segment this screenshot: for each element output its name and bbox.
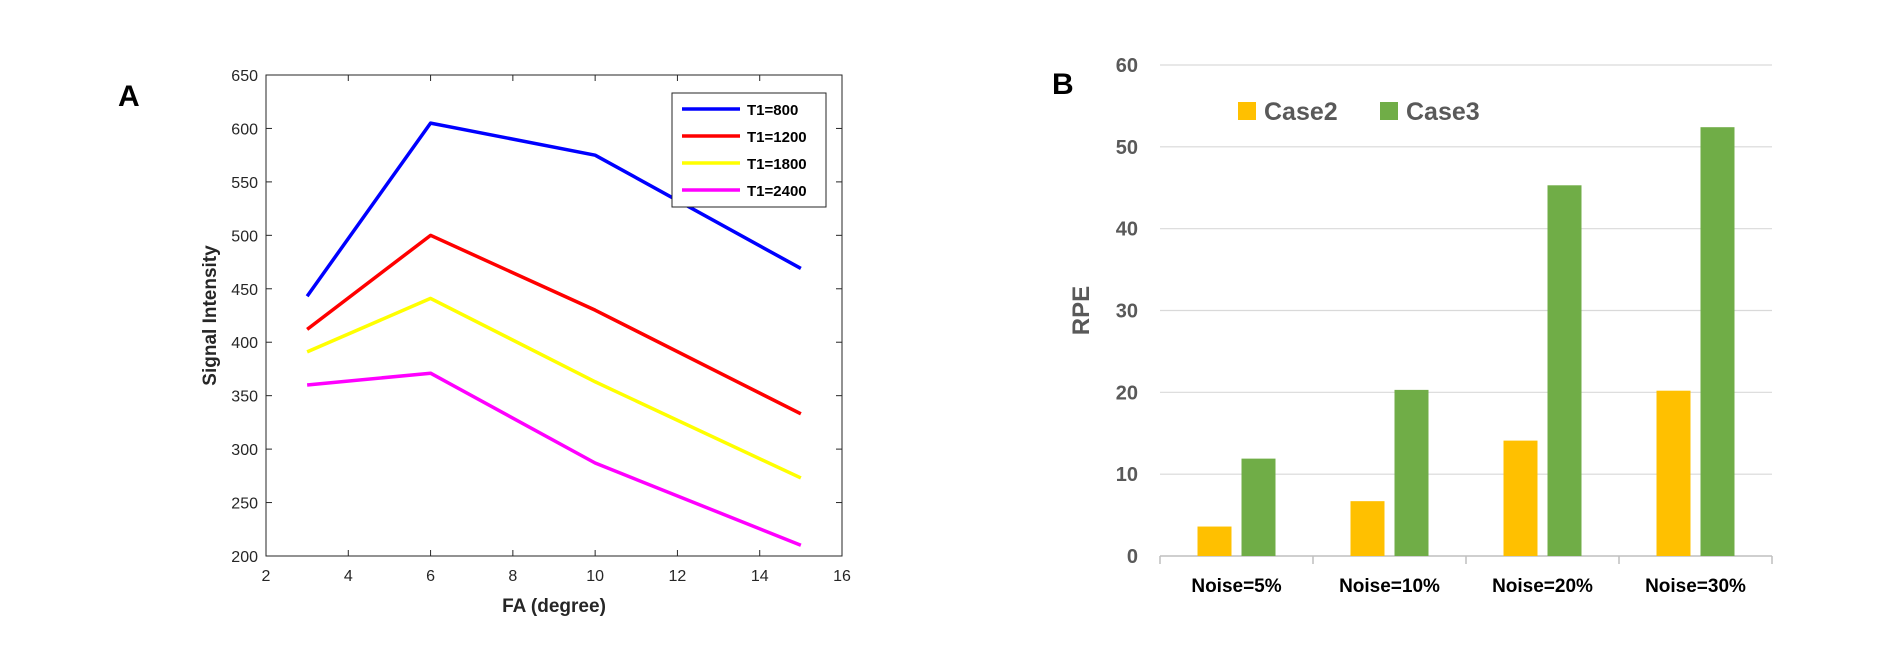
x-tick-label: 10 [586, 568, 604, 585]
chart-a: 2 4 6 8 10 12 14 16 200 250 300 350 400 450 500 550 600 6… [200, 68, 851, 617]
bar-case3-2 [1394, 389, 1429, 556]
y-tick-label: 650 [231, 68, 258, 85]
x-tick-label: Noise=20% [1492, 576, 1593, 597]
bar-case2-2 [1350, 501, 1385, 556]
bar-case2-4 [1656, 390, 1691, 556]
x-tick-label: 6 [426, 568, 435, 585]
y-tick-label: 250 [231, 496, 258, 513]
legend-swatch-case3 [1380, 102, 1398, 120]
legend-label: T1=800 [747, 102, 798, 119]
x-tick-label: 2 [262, 568, 271, 585]
y-tick-label: 0 [1127, 546, 1138, 568]
x-tick-label: Noise=30% [1645, 576, 1746, 597]
y-tick-label: 30 [1116, 301, 1138, 323]
legend-label-case3: Case3 [1406, 98, 1480, 126]
x-axis-label: FA (degree) [502, 596, 606, 617]
y-tick-label: 300 [231, 442, 258, 459]
y-tick-label: 200 [231, 549, 258, 566]
legend-label-case2: Case2 [1264, 98, 1338, 126]
x-tick-label: 14 [751, 568, 769, 585]
legend-label: T1=1800 [747, 156, 807, 173]
legend-swatch-case2 [1238, 102, 1256, 120]
bar-case2-1 [1197, 526, 1232, 556]
chart-b: 0 10 20 30 40 50 60 Noise=5% Noise=10% Noise=20% N… [1068, 55, 1773, 597]
y-tick-label: 450 [231, 282, 258, 299]
bar-case3-3 [1547, 185, 1582, 557]
y-tick-label: 60 [1116, 55, 1138, 77]
legend-label: T1=2400 [747, 183, 807, 200]
bar-case3-1 [1241, 458, 1276, 556]
panel-label-b: B [1052, 68, 1074, 101]
x-tick-label: 12 [669, 568, 687, 585]
x-tick-label: 16 [833, 568, 851, 585]
y-tick-label: 550 [231, 175, 258, 192]
bar-case2-3 [1503, 440, 1538, 556]
y-tick-label: 600 [231, 121, 258, 138]
y-tick-label: 40 [1116, 219, 1138, 241]
y-tick-label: 400 [231, 335, 258, 352]
y-tick-label: 50 [1116, 137, 1138, 159]
y-tick-label: 350 [231, 389, 258, 406]
x-tick-label: Noise=10% [1339, 576, 1440, 597]
x-tick-label: Noise=5% [1191, 576, 1281, 597]
legend-box [671, 92, 827, 208]
series-line-4 [306, 371, 802, 547]
x-tick-label: 8 [508, 568, 517, 585]
bar-case3-4 [1700, 127, 1735, 557]
y-axis-label: RPE [1068, 286, 1095, 335]
y-axis-label: Signal Intensity [200, 245, 221, 386]
y-tick-label: 10 [1116, 464, 1138, 486]
series-line-3 [306, 296, 802, 480]
y-tick-label: 500 [231, 228, 258, 245]
series-line-2 [306, 233, 802, 416]
y-tick-label: 20 [1116, 382, 1138, 404]
series-line-1 [305, 121, 802, 298]
panel-label-a: A [118, 80, 140, 113]
legend-label: T1=1200 [747, 129, 807, 146]
x-tick-label: 4 [344, 568, 353, 585]
